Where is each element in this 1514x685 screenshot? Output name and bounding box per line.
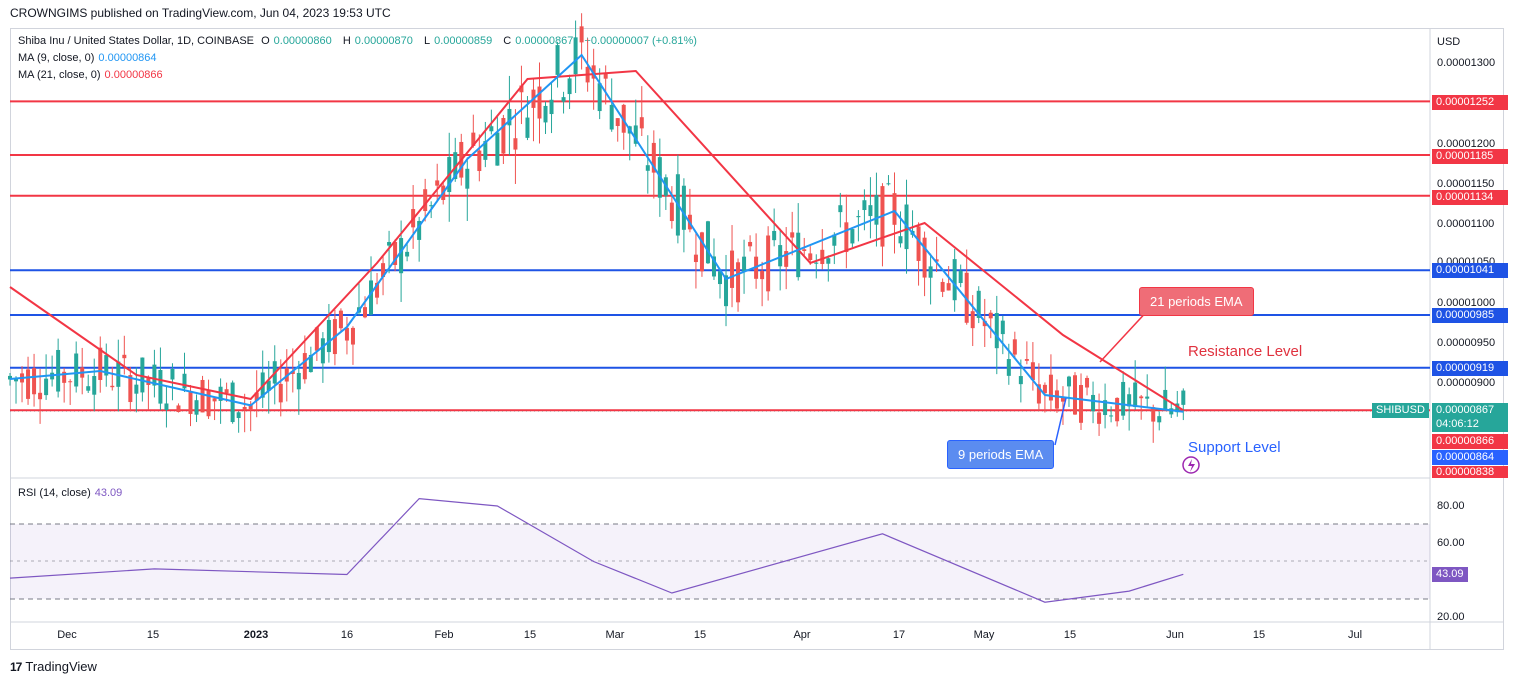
price-tick: 0.00000950 <box>1437 337 1496 349</box>
rsi-tick: 20.00 <box>1437 611 1465 623</box>
time-label: 15 <box>693 629 707 641</box>
ma9-value: 0.00000864 <box>98 52 157 64</box>
rsi-legend[interactable]: RSI (14, close) 43.09 <box>18 487 123 499</box>
price-tick: 0.00001200 <box>1437 138 1496 150</box>
level-tag: 0.00000919 <box>1432 361 1508 376</box>
ma9-tag: 0.00000864 <box>1432 450 1508 465</box>
low-value: 0.00000859 <box>434 35 493 47</box>
high-value: 0.00000870 <box>354 35 413 47</box>
price-tick: 0.00001150 <box>1437 178 1495 190</box>
last-price-tag: 0.00000867 <box>1432 403 1508 418</box>
symbol-legend: Shiba Inu / United States Dollar, 1D, CO… <box>18 35 697 47</box>
time-label: Jun <box>1166 629 1184 641</box>
level-tag: 0.00001134 <box>1432 190 1508 205</box>
ma21-legend[interactable]: MA (21, close, 0) 0.00000866 <box>18 69 163 81</box>
price-tick: 0.00001000 <box>1437 297 1496 309</box>
extra-tag: 0.00000838 <box>1432 466 1508 478</box>
publisher-line: CROWNGIMS published on TradingView.com, … <box>10 6 391 20</box>
time-label: 17 <box>892 629 906 641</box>
close-value: 0.00000867 <box>515 35 574 47</box>
rsi-tick: 60.00 <box>1437 537 1465 549</box>
time-label: 15 <box>1252 629 1266 641</box>
tradingview-footer[interactable]: 17 TradingView <box>10 659 97 674</box>
time-label: 15 <box>523 629 537 641</box>
change-value: +0.00000007 (+0.81%) <box>584 35 697 47</box>
time-label: Mar <box>605 629 625 641</box>
time-label: 16 <box>340 629 354 641</box>
ma9-legend[interactable]: MA (9, close, 0) 0.00000864 <box>18 52 157 64</box>
level-tag: 0.00001041 <box>1432 263 1508 278</box>
level-tag: 0.00001252 <box>1432 95 1508 110</box>
countdown-tag: 04:06:12 <box>1432 417 1508 432</box>
symbol-tag: SHIBUSD <box>1372 403 1429 418</box>
ema21-annotation[interactable]: 21 periods EMA <box>1139 287 1254 316</box>
time-label: Jul <box>1347 629 1363 641</box>
ema9-annotation[interactable]: 9 periods EMA <box>947 440 1055 469</box>
open-value: 0.00000860 <box>273 35 332 47</box>
rsi-value: 43.09 <box>94 487 123 499</box>
ma21-value: 0.00000866 <box>104 69 163 81</box>
time-label: Dec <box>57 629 77 641</box>
brand-name: TradingView <box>25 659 97 674</box>
price-tick: 0.00001100 <box>1437 218 1495 230</box>
tradingview-logo-icon: 17 <box>10 659 22 674</box>
resistance-label[interactable]: Resistance Level <box>1188 343 1303 360</box>
support-label[interactable]: Support Level <box>1188 439 1281 456</box>
time-label: May <box>973 629 995 641</box>
time-label: Feb <box>434 629 454 641</box>
time-label: Apr <box>793 629 811 641</box>
price-tick: 0.00001300 <box>1437 57 1496 69</box>
level-tag: 0.00000866 <box>1432 434 1508 449</box>
rsi-current-tag: 43.09 <box>1432 567 1468 582</box>
price-tick: 0.00000900 <box>1437 377 1496 389</box>
level-tag: 0.00001185 <box>1432 149 1508 164</box>
time-label: 2023 <box>243 629 269 641</box>
level-tag: 0.00000985 <box>1432 308 1508 323</box>
chart-panel[interactable] <box>10 28 1504 650</box>
rsi-tick: 80.00 <box>1437 500 1465 512</box>
symbol-name: Shiba Inu / United States Dollar, 1D, CO… <box>18 35 255 47</box>
time-label: 15 <box>1063 629 1077 641</box>
currency-label: USD <box>1437 36 1461 48</box>
time-label: 15 <box>146 629 160 641</box>
